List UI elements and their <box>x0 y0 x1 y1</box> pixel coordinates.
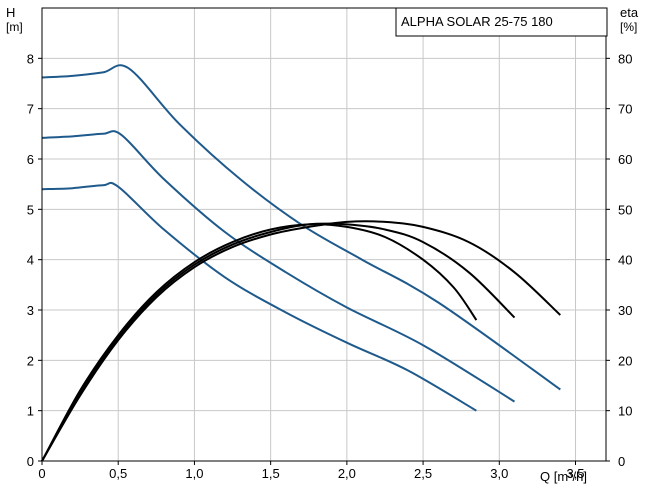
x-tick-label: 1,5 <box>262 466 280 481</box>
y-right-axis-ticks: 0 10 20 30 40 50 60 70 80 <box>606 51 632 469</box>
head-curve-2 <box>41 130 516 403</box>
y-left-tick-label: 3 <box>27 303 34 318</box>
y-left-tick-label: 6 <box>27 152 34 167</box>
y-right-label: eta <box>620 5 639 20</box>
efficiency-curve-3 <box>41 220 561 462</box>
y-left-tick-label: 0 <box>27 454 34 469</box>
head-curve-3 <box>41 64 561 391</box>
y-left-unit: [m] <box>6 20 23 34</box>
y-right-tick-label: 50 <box>618 202 632 217</box>
grid-lines <box>41 7 606 462</box>
plot-frame <box>41 7 607 462</box>
head-curves <box>41 64 561 412</box>
x-axis-ticks: 0 0,5 1,0 1,5 2,0 2,5 3,0 3,5 <box>38 461 585 481</box>
x-tick-label: 0,5 <box>109 466 127 481</box>
y-left-tick-label: 8 <box>27 51 34 66</box>
efficiency-curve-2 <box>41 222 516 462</box>
y-right-tick-label: 80 <box>618 51 632 66</box>
x-tick-label: 3,5 <box>566 466 584 481</box>
x-axis-label: Q [m³/h] <box>540 469 587 484</box>
y-left-tick-label: 5 <box>27 202 34 217</box>
y-right-tick-label: 10 <box>618 404 632 419</box>
y-right-unit: [%] <box>620 20 637 34</box>
chart-title: ALPHA SOLAR 25-75 180 <box>401 14 553 29</box>
y-right-tick-label: 40 <box>618 253 632 268</box>
title-box <box>395 7 608 37</box>
efficiency-curves <box>41 220 561 462</box>
y-left-tick-label: 1 <box>27 404 34 419</box>
y-right-tick-label: 0 <box>618 454 625 469</box>
x-tick-label: 1,0 <box>185 466 203 481</box>
x-tick-label: 2,5 <box>414 466 432 481</box>
y-left-label: H <box>6 5 15 20</box>
y-right-tick-label: 30 <box>618 303 632 318</box>
y-right-tick-label: 60 <box>618 152 632 167</box>
y-left-tick-label: 4 <box>27 253 34 268</box>
head-curve-1 <box>41 181 477 412</box>
x-tick-label: 3,0 <box>490 466 508 481</box>
y-right-tick-label: 70 <box>618 102 632 117</box>
efficiency-curve-1 <box>41 223 478 462</box>
x-tick-label: 0 <box>38 466 45 481</box>
y-left-tick-label: 2 <box>27 353 34 368</box>
x-tick-label: 2,0 <box>338 466 356 481</box>
y-left-tick-label: 7 <box>27 102 34 117</box>
y-right-tick-label: 20 <box>618 353 632 368</box>
y-left-axis-ticks: 0 1 2 3 4 5 6 7 8 <box>27 51 42 469</box>
